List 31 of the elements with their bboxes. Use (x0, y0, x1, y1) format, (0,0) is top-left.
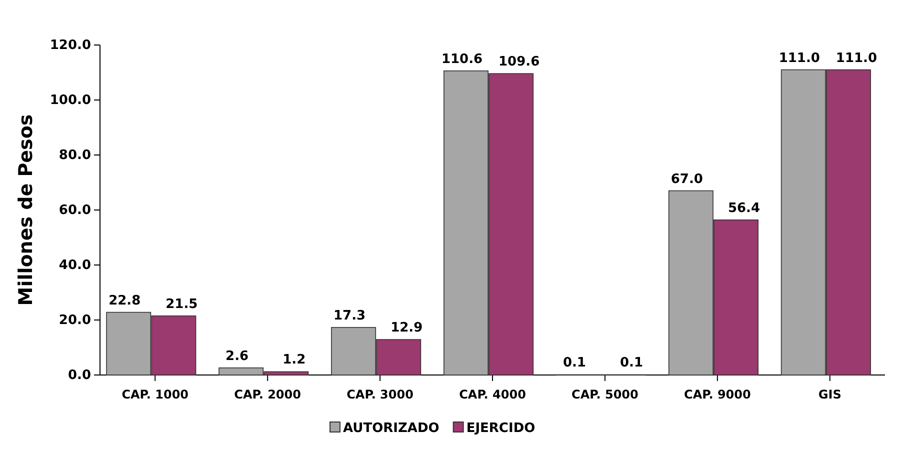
y-tick-label: 80.0 (58, 148, 91, 164)
y-tick-label: 120.0 (50, 38, 91, 54)
y-tick-label: 60.0 (58, 203, 91, 218)
data-label: 22.8 (108, 293, 141, 308)
data-label: 1.2 (282, 352, 306, 368)
data-label: 17.3 (334, 308, 366, 324)
x-tick-label: CAP. 2000 (234, 387, 301, 402)
data-label: 21.5 (166, 296, 198, 312)
data-label: 110.6 (441, 52, 483, 67)
data-label: 67.0 (670, 172, 703, 187)
data-label: 0.1 (620, 356, 644, 371)
x-tick-label: CAP. 4000 (459, 387, 526, 402)
data-label: 109.6 (498, 54, 540, 70)
x-tick-label: CAP. 3000 (346, 387, 414, 402)
data-label: 2.6 (226, 348, 249, 364)
data-label: 111.0 (778, 50, 820, 66)
data-label: 111.0 (836, 50, 878, 66)
y-tick-label: 20.0 (58, 313, 91, 328)
x-tick-label: CAP. 9000 (684, 387, 751, 402)
x-tick-label: CAP. 5000 (572, 387, 638, 402)
x-tick-label: CAP. 1000 (122, 387, 189, 402)
legend-label: EJERCIDO (466, 421, 536, 436)
y-tick-label: 0.0 (68, 368, 91, 384)
data-label: 0.1 (562, 356, 586, 371)
y-tick-label: 100.0 (50, 93, 91, 108)
data-label: 56.4 (728, 200, 760, 216)
x-tick-label: GIS (818, 387, 842, 402)
y-axis-title: Millones de Pesos (15, 114, 37, 306)
data-label: 12.9 (390, 320, 423, 336)
legend-label: AUTORIZADO (343, 421, 440, 436)
y-tick-label: 40.0 (58, 258, 91, 274)
